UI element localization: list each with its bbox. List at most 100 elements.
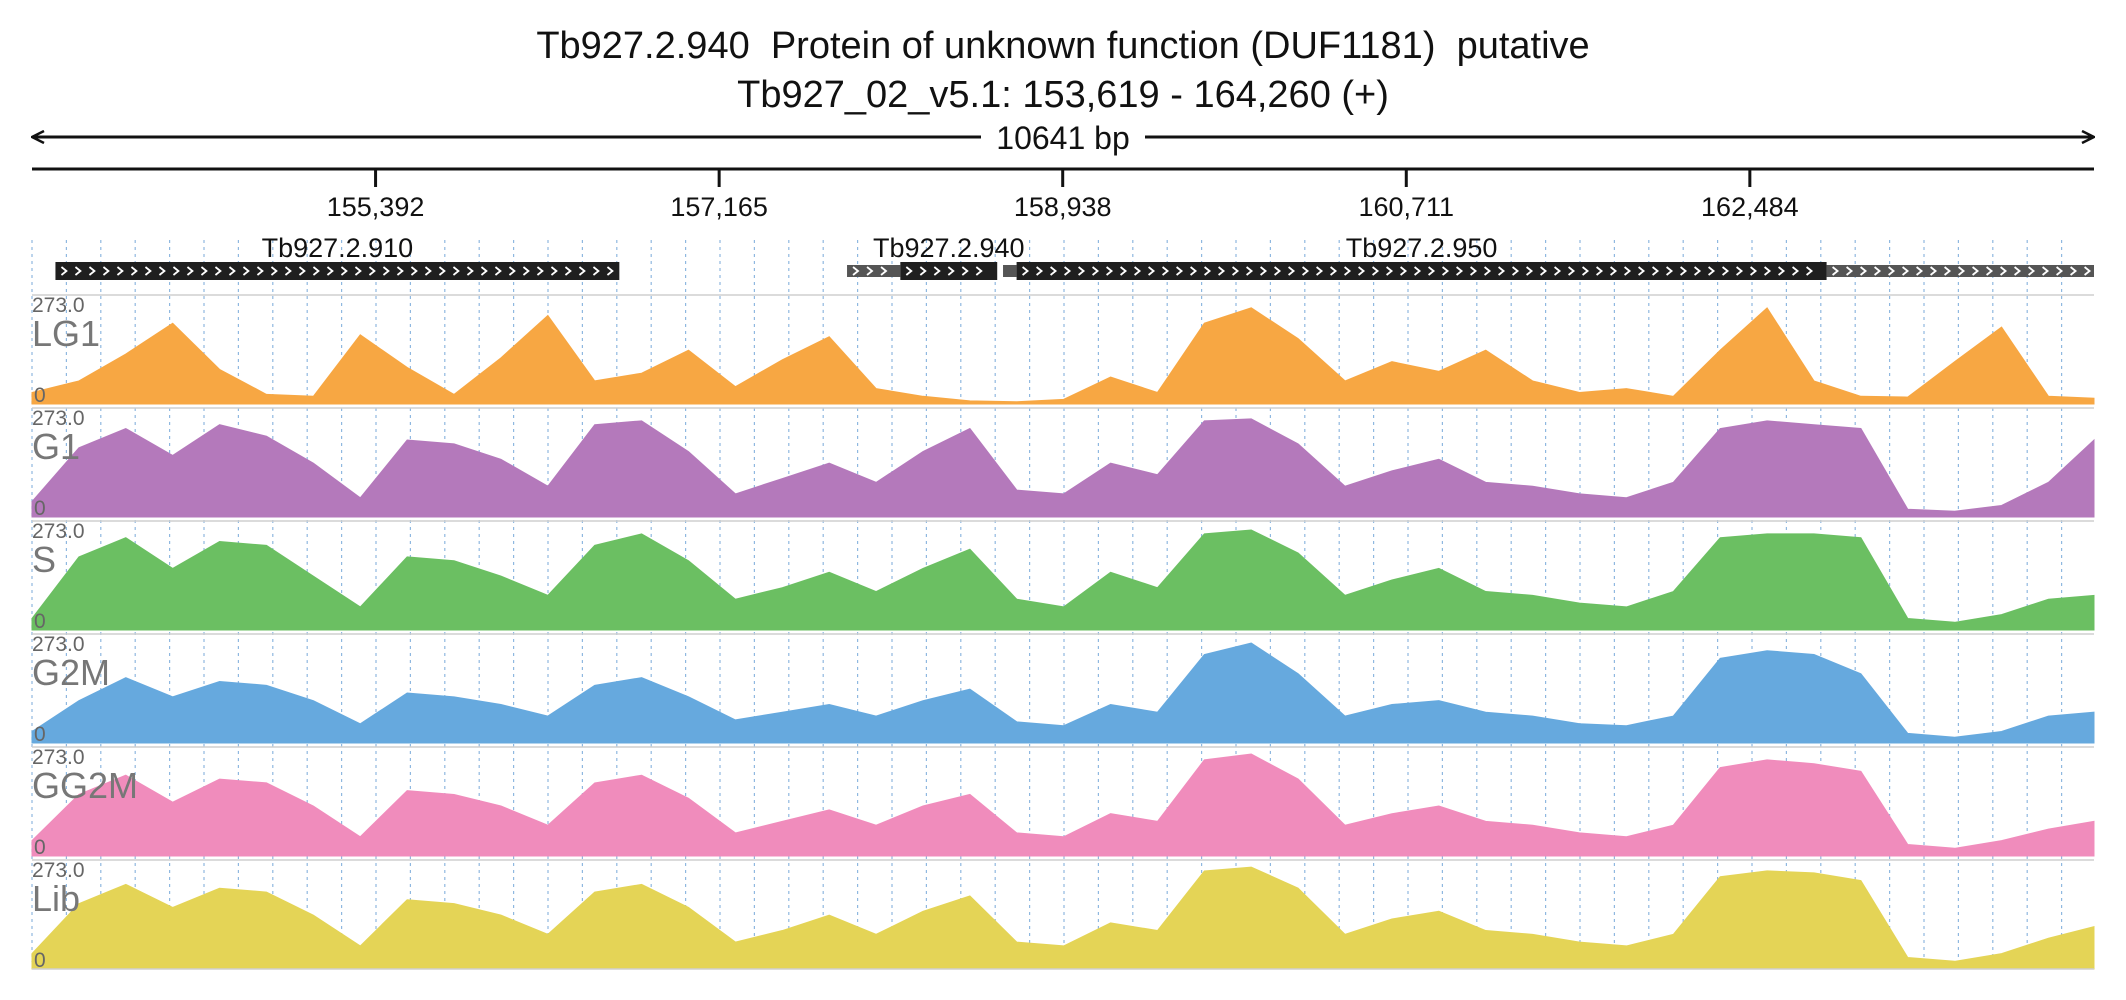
strand-chevron	[1652, 266, 1660, 276]
strand-chevron	[564, 266, 572, 276]
strand-chevron	[144, 266, 152, 276]
strand-chevron	[975, 266, 983, 276]
strand-chevron	[1540, 266, 1548, 276]
strand-chevron	[1134, 266, 1142, 276]
strand-chevron	[466, 266, 474, 276]
strand-chevron	[1526, 266, 1534, 276]
strand-chevron	[1778, 266, 1786, 276]
gene-body	[55, 262, 620, 280]
gene-body	[900, 262, 998, 280]
strand-chevron	[1274, 266, 1282, 276]
strand-chevron	[354, 266, 362, 276]
strand-chevron	[410, 266, 418, 276]
track-label: G1	[32, 426, 80, 467]
strand-chevron	[1680, 266, 1688, 276]
strand-chevron	[1916, 266, 1924, 276]
strand-chevron	[1190, 266, 1198, 276]
y-max-label: 273.0	[32, 859, 85, 882]
strand-chevron	[1022, 266, 1030, 276]
strand-chevron	[1204, 266, 1212, 276]
track-label: S	[32, 539, 56, 580]
strand-chevron	[340, 266, 348, 276]
strand-chevron	[2084, 266, 2092, 276]
ruler: 10641 bp 155,392 157,165 158,938 160,711 162,…	[32, 120, 2094, 222]
gene-utr	[1826, 265, 2094, 277]
gene-label: Tb927.2.950	[1346, 233, 1498, 263]
y-max-label: 273.0	[32, 746, 85, 769]
strand-chevron	[1162, 266, 1170, 276]
strand-chevron	[1316, 266, 1324, 276]
strand-chevron	[1972, 266, 1980, 276]
track-label: LG1	[32, 313, 100, 354]
strand-chevron	[228, 266, 236, 276]
strand-chevron	[2056, 266, 2064, 276]
strand-chevron	[880, 266, 888, 276]
strand-chevron	[242, 266, 250, 276]
track-label: GG2M	[32, 765, 138, 806]
y-max-label: 273.0	[32, 633, 85, 656]
strand-chevron	[312, 266, 320, 276]
strand-chevron	[1874, 266, 1882, 276]
strand-chevron	[592, 266, 600, 276]
strand-chevron	[1344, 266, 1352, 276]
strand-chevron	[1902, 266, 1910, 276]
coverage-area	[31, 307, 2095, 405]
strand-chevron	[1806, 266, 1814, 276]
strand-chevron	[947, 266, 955, 276]
strand-chevron	[452, 266, 460, 276]
y-min-label: 0	[34, 949, 46, 972]
strand-chevron	[270, 266, 278, 276]
strand-chevron	[1484, 266, 1492, 276]
strand-chevron	[1148, 266, 1156, 276]
strand-chevron	[1386, 266, 1394, 276]
strand-chevron	[1638, 266, 1646, 276]
strand-chevron	[1792, 266, 1800, 276]
strand-chevron	[508, 266, 516, 276]
y-max-label: 273.0	[32, 520, 85, 543]
strand-chevron	[1246, 266, 1254, 276]
y-min-label: 0	[34, 497, 46, 520]
strand-chevron	[1582, 266, 1590, 276]
strand-chevron	[1930, 266, 1938, 276]
strand-chevron	[1860, 266, 1868, 276]
strand-chevron	[2042, 266, 2050, 276]
strand-chevron	[933, 266, 941, 276]
strand-chevron	[74, 266, 82, 276]
strand-chevron	[1666, 266, 1674, 276]
strand-chevron	[130, 266, 138, 276]
strand-chevron	[1610, 266, 1618, 276]
y-min-label: 0	[34, 384, 46, 407]
strand-chevron	[866, 266, 874, 276]
strand-chevron	[1092, 266, 1100, 276]
strand-chevron	[905, 266, 913, 276]
strand-chevron	[2000, 266, 2008, 276]
strand-chevron	[1764, 266, 1772, 276]
strand-chevron	[424, 266, 432, 276]
strand-chevron	[1428, 266, 1436, 276]
strand-chevron	[1722, 266, 1730, 276]
strand-chevron	[522, 266, 530, 276]
strand-chevron	[1944, 266, 1952, 276]
strand-chevron	[1036, 266, 1044, 276]
strand-chevron	[852, 266, 860, 276]
coverage-area	[31, 866, 2095, 970]
gene-label: Tb927.2.910	[262, 233, 414, 263]
strand-chevron	[1554, 266, 1562, 276]
strand-chevron	[1498, 266, 1506, 276]
strand-chevron	[1736, 266, 1744, 276]
strand-chevron	[961, 266, 969, 276]
ruler-tick-label: 158,938	[1014, 192, 1112, 222]
strand-chevron	[1456, 266, 1464, 276]
strand-chevron	[298, 266, 306, 276]
strand-chevron	[1832, 266, 1840, 276]
coverage-area	[31, 529, 2095, 631]
strand-chevron	[1442, 266, 1450, 276]
strand-chevron	[2028, 266, 2036, 276]
track-label: G2M	[32, 652, 110, 693]
y-min-label: 0	[34, 836, 46, 859]
span-label: 10641 bp	[996, 120, 1129, 156]
gene-body	[1016, 262, 1827, 280]
track-label: Lib	[32, 878, 80, 919]
strand-chevron	[1958, 266, 1966, 276]
